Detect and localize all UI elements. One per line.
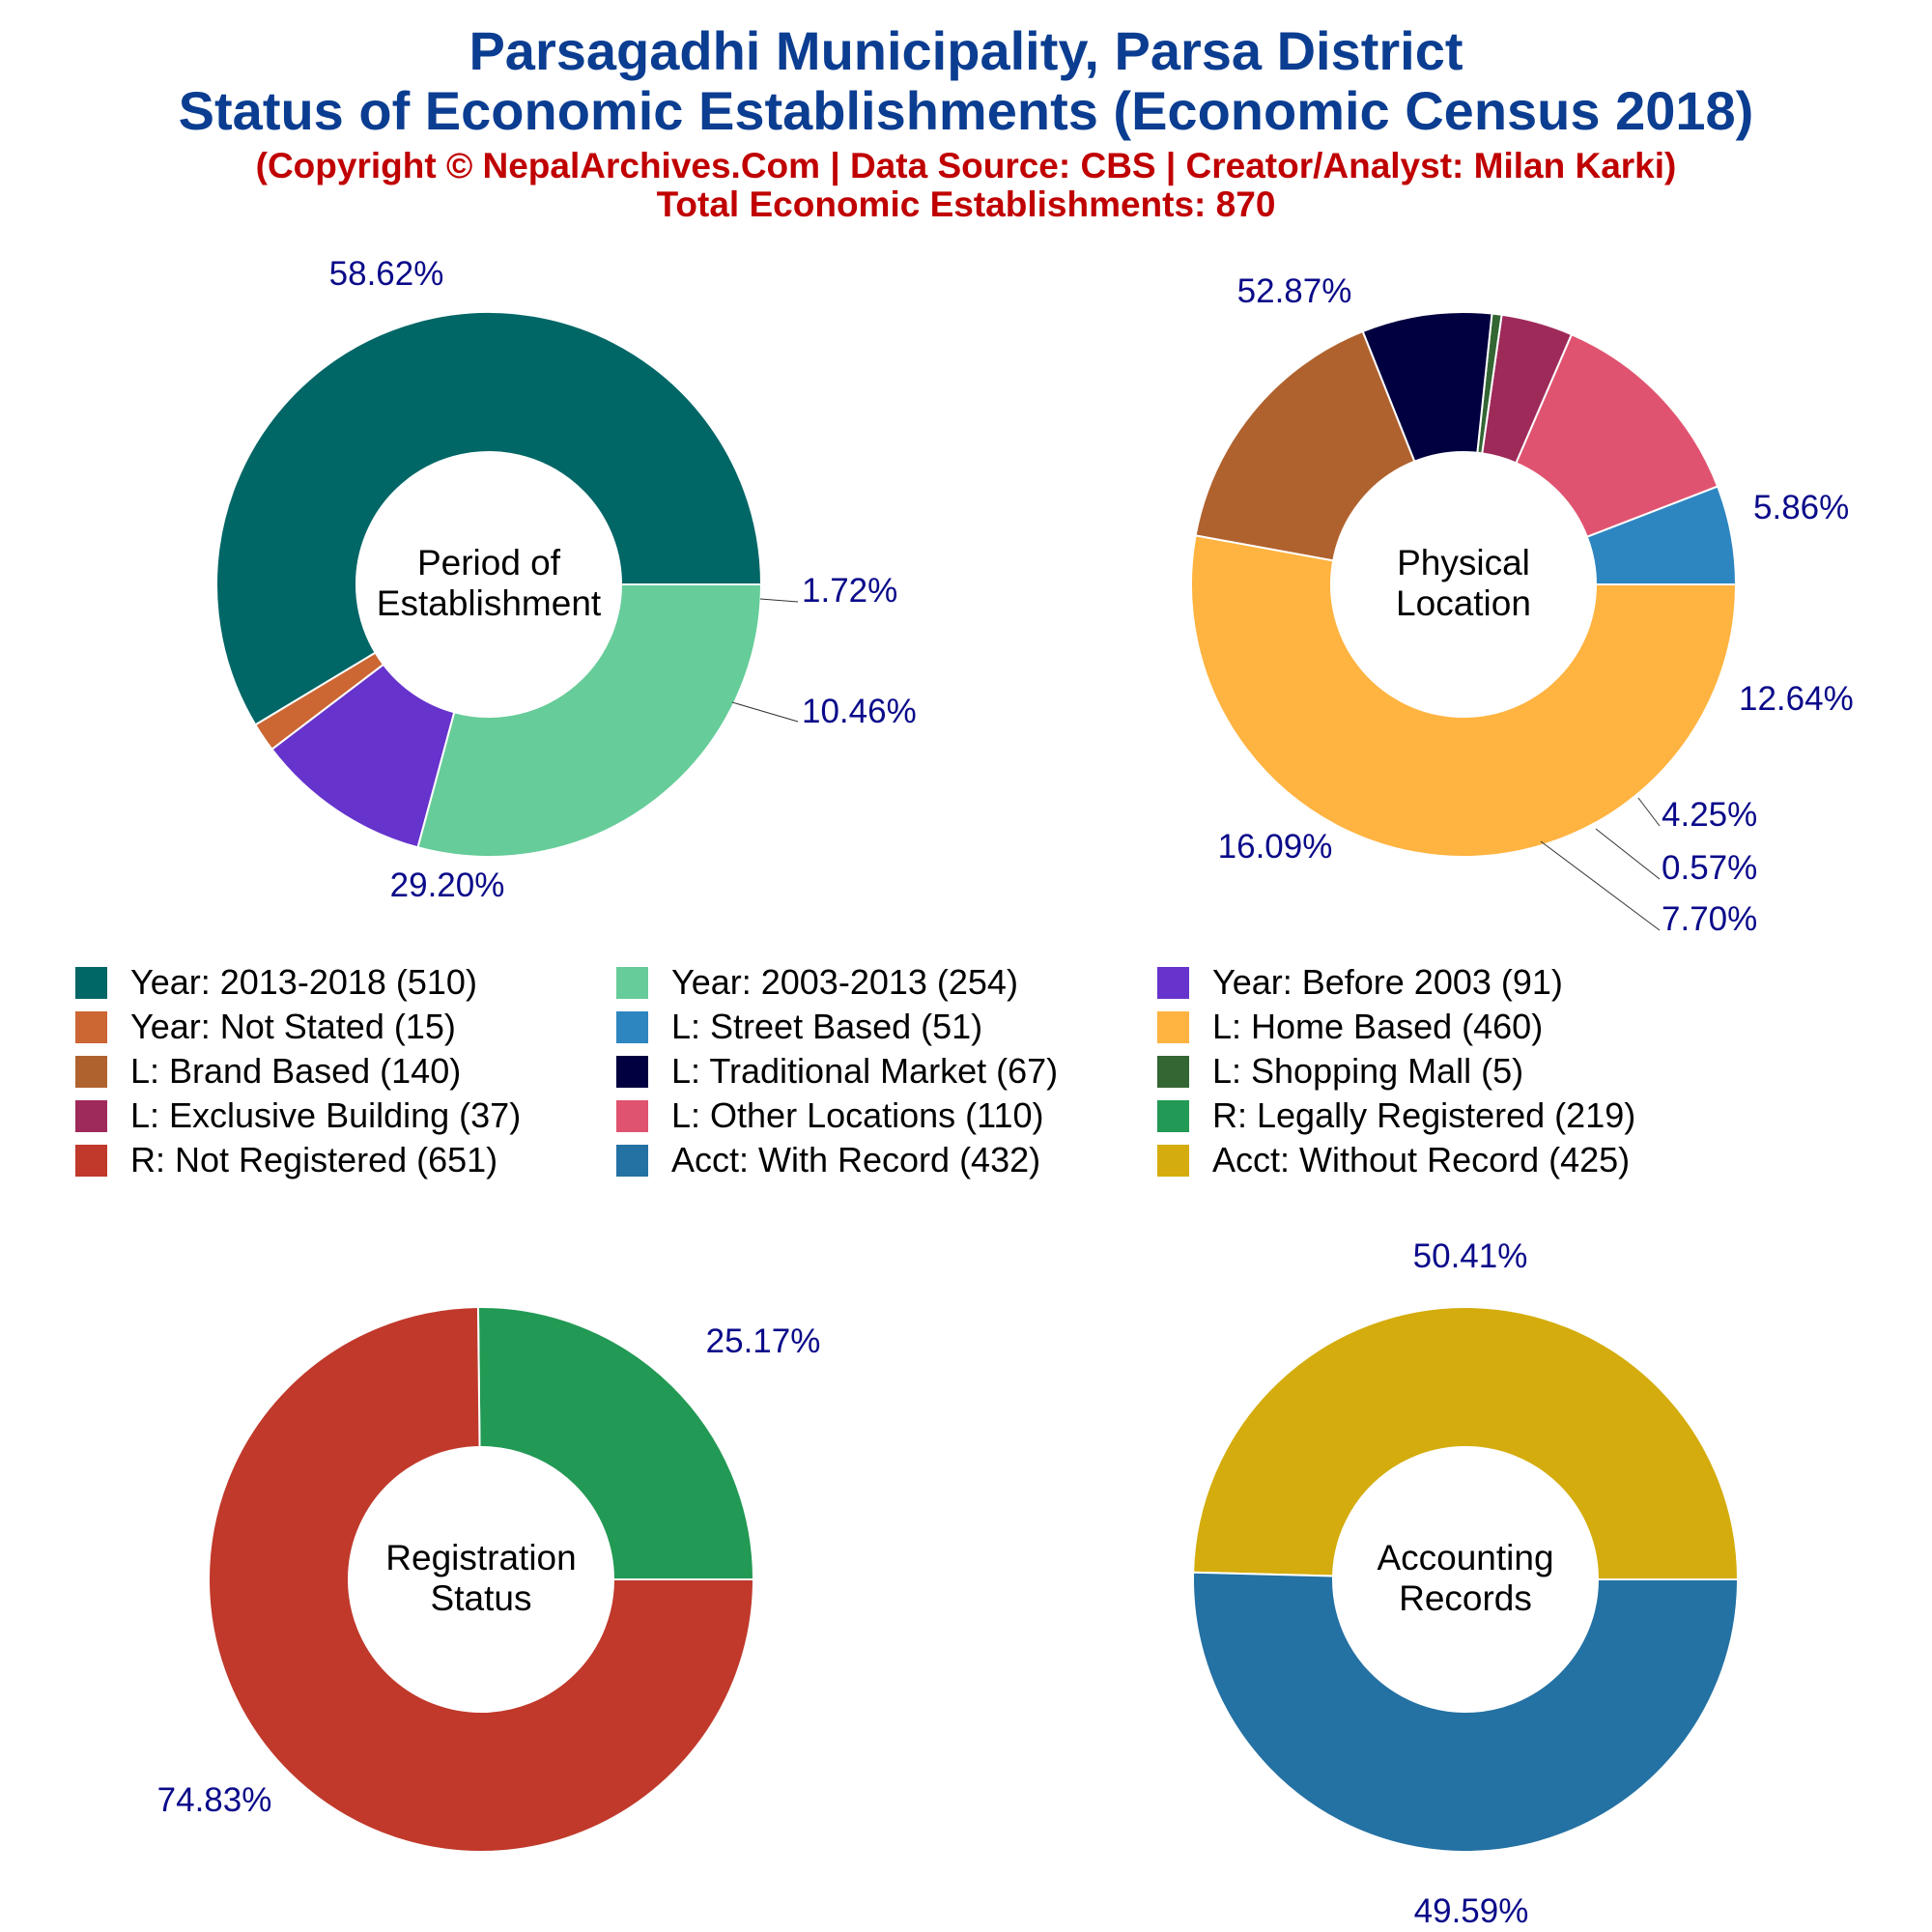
percent-label: 0.57% (1662, 849, 1757, 887)
legend-label: Acct: With Record (432) (671, 1140, 1041, 1179)
legend-item: L: Street Based (51) (616, 1007, 1157, 1047)
legend-swatch (75, 966, 107, 999)
legend-swatch (75, 1099, 107, 1132)
slice-l-other-locations (1515, 332, 1719, 538)
legend-swatch (75, 1055, 107, 1088)
legend-swatch (616, 1099, 648, 1132)
legend-swatch (1157, 966, 1189, 999)
legend-item: L: Traditional Market (67) (616, 1051, 1157, 1092)
slice-r-legally-registered (476, 1306, 755, 1580)
legend-label: R: Legally Registered (219) (1212, 1095, 1636, 1135)
leader-line (1595, 828, 1661, 880)
legend-item: L: Home Based (460) (1157, 1007, 1756, 1047)
percent-label: 58.62% (329, 255, 444, 293)
percent-label: 4.25% (1662, 796, 1757, 834)
leader-line (731, 701, 799, 723)
center-label-1-2: Establishment (377, 583, 602, 623)
legend-swatch (616, 1144, 648, 1177)
legend-label: L: Home Based (460) (1212, 1007, 1544, 1046)
center-label-4-1: Accounting (1377, 1538, 1553, 1577)
legend-swatch (75, 1010, 107, 1043)
legend-item: Year: Before 2003 (91) (1157, 962, 1756, 1003)
legend-label: R: Not Registered (651) (130, 1140, 498, 1179)
legend: Year: 2013-2018 (510) Year: 2003-2013 (25… (75, 962, 1911, 1180)
percent-label: 50.41% (1413, 1237, 1528, 1275)
legend-label: Acct: Without Record (425) (1212, 1140, 1631, 1179)
slice-r-not-registered (208, 1306, 755, 1853)
legend-swatch (75, 1144, 107, 1177)
center-label-2-2: Location (1396, 583, 1531, 623)
percent-label: 52.87% (1237, 272, 1352, 310)
percent-label: 5.86% (1753, 489, 1849, 526)
percent-label: 12.64% (1739, 680, 1854, 718)
legend-item: L: Other Locations (110) (616, 1095, 1157, 1136)
legend-label: L: Exclusive Building (37) (130, 1095, 522, 1135)
leader-line (1637, 797, 1661, 827)
legend-item: L: Shopping Mall (5) (1157, 1051, 1756, 1092)
legend-item: L: Brand Based (140) (75, 1051, 616, 1092)
percent-label: 16.09% (1218, 828, 1333, 866)
legend-item: Year: 2013-2018 (510) (75, 962, 616, 1003)
chart-title-line2: Status of Economic Establishments (Econo… (178, 80, 1754, 141)
legend-swatch (1157, 1055, 1189, 1088)
percent-label: 74.83% (157, 1781, 272, 1819)
center-label-3-1: Registration (385, 1538, 576, 1577)
percent-label: 7.70% (1662, 900, 1757, 938)
legend-item: Acct: With Record (432) (616, 1140, 1157, 1180)
slice-year-2003-2013 (416, 583, 763, 858)
legend-item: Year: 2003-2013 (254) (616, 962, 1157, 1003)
percent-label: 49.59% (1414, 1892, 1529, 1930)
legend-label: Year: Not Stated (15) (130, 1007, 456, 1046)
legend-swatch (1157, 1010, 1189, 1043)
center-label-2-1: Physical (1397, 543, 1530, 582)
percent-label: 1.72% (802, 572, 897, 610)
legend-swatch (1157, 1144, 1189, 1177)
legend-label: Year: Before 2003 (91) (1212, 962, 1563, 1002)
legend-item: R: Legally Registered (219) (1157, 1095, 1756, 1136)
copyright-note: (Copyright © NepalArchives.Com | Data So… (255, 146, 1677, 185)
chart-title-line1: Parsagadhi Municipality, Parsa District (469, 20, 1463, 81)
legend-item: Year: Not Stated (15) (75, 1007, 616, 1047)
legend-item: Acct: Without Record (425) (1157, 1140, 1756, 1180)
legend-label: L: Shopping Mall (5) (1212, 1051, 1524, 1091)
center-label-4-2: Records (1399, 1578, 1532, 1618)
slice-l-brand-based (1194, 329, 1416, 562)
slice-year-2013-2018 (215, 311, 763, 726)
leader-line (759, 598, 799, 603)
total-establishments: Total Economic Establishments: 870 (656, 185, 1276, 224)
slice-acct-with-record (1192, 1571, 1740, 1853)
legend-label: Year: 2013-2018 (510) (130, 962, 477, 1002)
legend-label: L: Traditional Market (67) (671, 1051, 1059, 1091)
leader-line (1540, 840, 1661, 931)
percent-label: 29.20% (390, 867, 505, 904)
legend-label: Year: 2003-2013 (254) (671, 962, 1018, 1002)
legend-label: L: Brand Based (140) (130, 1051, 462, 1091)
chart-header: Parsagadhi Municipality, Parsa District … (0, 21, 1932, 224)
percent-label: 25.17% (706, 1322, 821, 1360)
slice-acct-without-record (1192, 1305, 1740, 1580)
legend-item: L: Exclusive Building (37) (75, 1095, 616, 1136)
legend-item: R: Not Registered (651) (75, 1140, 616, 1180)
legend-swatch (1157, 1099, 1189, 1132)
legend-swatch (616, 966, 648, 999)
slice-l-home-based (1190, 534, 1738, 858)
center-label-3-2: Status (431, 1578, 532, 1618)
legend-label: L: Other Locations (110) (671, 1095, 1044, 1135)
legend-label: L: Street Based (51) (671, 1007, 983, 1046)
center-label-1-1: Period of (417, 543, 561, 582)
legend-swatch (616, 1055, 648, 1088)
percent-label: 10.46% (802, 693, 917, 730)
legend-swatch (616, 1010, 648, 1043)
